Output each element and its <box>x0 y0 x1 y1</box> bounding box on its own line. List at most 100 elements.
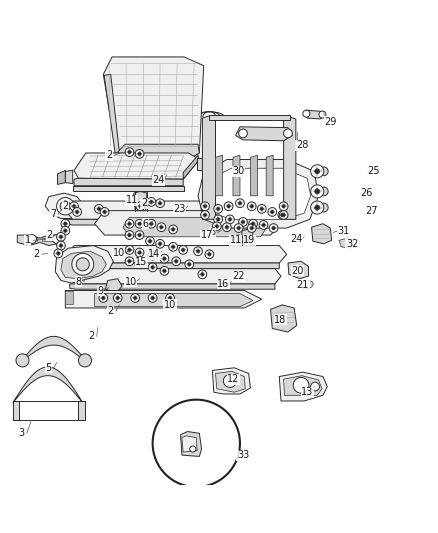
Circle shape <box>139 205 142 208</box>
Text: 6: 6 <box>209 228 215 237</box>
Circle shape <box>78 354 92 367</box>
Circle shape <box>311 185 324 198</box>
Text: 13: 13 <box>301 387 313 397</box>
Circle shape <box>201 202 209 211</box>
Polygon shape <box>212 368 251 394</box>
Circle shape <box>151 296 154 300</box>
Polygon shape <box>95 211 283 235</box>
Circle shape <box>138 263 141 266</box>
Circle shape <box>228 217 232 221</box>
Circle shape <box>162 257 166 261</box>
Circle shape <box>54 249 63 258</box>
Text: 29: 29 <box>324 117 336 126</box>
Polygon shape <box>13 367 83 403</box>
Circle shape <box>128 233 131 237</box>
Text: 30: 30 <box>233 166 245 176</box>
Circle shape <box>319 167 328 176</box>
Circle shape <box>314 189 320 194</box>
Circle shape <box>282 213 286 217</box>
Polygon shape <box>236 127 292 141</box>
Circle shape <box>135 231 144 239</box>
Circle shape <box>319 203 328 212</box>
Circle shape <box>198 270 207 279</box>
Circle shape <box>158 242 162 246</box>
Circle shape <box>311 201 324 214</box>
Polygon shape <box>13 401 19 420</box>
Polygon shape <box>65 290 73 304</box>
Text: 25: 25 <box>368 166 380 176</box>
Circle shape <box>61 227 70 235</box>
Polygon shape <box>180 432 201 456</box>
Polygon shape <box>311 224 332 244</box>
Circle shape <box>225 225 229 229</box>
Circle shape <box>311 165 324 178</box>
Circle shape <box>138 222 141 225</box>
Circle shape <box>59 235 63 239</box>
Circle shape <box>216 207 220 211</box>
Circle shape <box>102 296 105 300</box>
Polygon shape <box>67 263 279 269</box>
Polygon shape <box>45 193 85 219</box>
Circle shape <box>216 217 220 221</box>
Polygon shape <box>202 116 215 220</box>
Polygon shape <box>61 251 106 279</box>
Circle shape <box>125 257 134 265</box>
Polygon shape <box>288 261 308 279</box>
Polygon shape <box>70 269 281 284</box>
Polygon shape <box>242 229 253 246</box>
Circle shape <box>281 213 284 217</box>
Circle shape <box>166 294 174 302</box>
Circle shape <box>311 382 319 391</box>
Text: 21: 21 <box>297 280 309 290</box>
Circle shape <box>158 201 162 205</box>
Text: 24: 24 <box>290 235 303 245</box>
Circle shape <box>249 220 258 228</box>
Text: 1: 1 <box>25 235 31 245</box>
Polygon shape <box>209 115 290 120</box>
Polygon shape <box>183 155 199 179</box>
Text: 5: 5 <box>46 363 52 373</box>
Polygon shape <box>182 436 197 452</box>
Polygon shape <box>42 238 61 241</box>
Circle shape <box>72 205 76 208</box>
Polygon shape <box>266 155 273 196</box>
Text: 2: 2 <box>108 306 114 316</box>
Circle shape <box>103 210 106 214</box>
Text: 2: 2 <box>88 332 95 341</box>
Circle shape <box>243 237 252 246</box>
Circle shape <box>57 232 65 241</box>
Circle shape <box>131 294 140 302</box>
Circle shape <box>168 296 172 300</box>
Circle shape <box>160 266 169 275</box>
Text: 2: 2 <box>33 249 39 259</box>
Circle shape <box>28 235 36 244</box>
Circle shape <box>279 211 288 220</box>
Polygon shape <box>209 168 311 220</box>
Text: 2: 2 <box>106 150 112 160</box>
Circle shape <box>16 354 29 367</box>
Circle shape <box>138 233 141 237</box>
Circle shape <box>148 263 157 272</box>
Polygon shape <box>21 336 86 362</box>
Polygon shape <box>74 153 199 179</box>
Circle shape <box>239 217 247 227</box>
Circle shape <box>314 169 320 174</box>
Circle shape <box>70 202 78 211</box>
Circle shape <box>125 148 134 157</box>
Circle shape <box>241 220 245 224</box>
Polygon shape <box>233 155 240 196</box>
Circle shape <box>212 222 221 231</box>
Text: 7: 7 <box>50 209 56 219</box>
Circle shape <box>271 210 274 214</box>
Text: 32: 32 <box>346 239 358 249</box>
Circle shape <box>174 260 178 263</box>
Circle shape <box>52 235 61 244</box>
Circle shape <box>269 224 278 232</box>
Text: 12: 12 <box>227 374 240 384</box>
Text: 24: 24 <box>152 175 165 185</box>
Circle shape <box>64 222 67 225</box>
Polygon shape <box>198 159 318 228</box>
Circle shape <box>251 222 255 225</box>
Polygon shape <box>118 144 199 159</box>
Text: 31: 31 <box>337 225 350 236</box>
